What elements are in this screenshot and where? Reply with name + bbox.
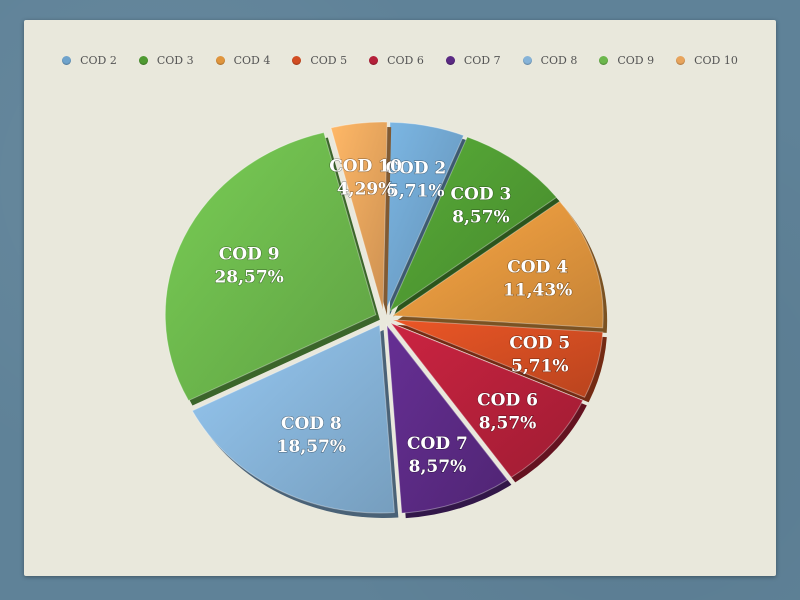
- slice-percent: 11,43%: [503, 280, 572, 300]
- slice-label: COD 2 5,71%: [385, 158, 447, 202]
- pie-slice: [388, 136, 558, 314]
- legend-item: COD 4: [215, 53, 271, 67]
- pie-slice: [164, 131, 377, 402]
- slice-percent: 4,29%: [337, 180, 395, 200]
- legend-swatch: [445, 55, 455, 65]
- slice-label: COD 9 28,57%: [214, 244, 285, 288]
- slice-name: COD 10: [329, 157, 402, 177]
- slice-name: COD 9: [219, 245, 280, 265]
- legend-item: COD 10: [676, 54, 738, 67]
- slice-label: COD 6 8,57%: [477, 390, 539, 434]
- legend-swatch: [215, 55, 225, 65]
- slide-panel: COD 2 COD 3 COD 4 COD 5 COD 6 COD 7 COD 8 COD 9…: [24, 20, 776, 576]
- legend-item: COD 5: [292, 54, 347, 67]
- legend-label: COD 7: [463, 53, 501, 67]
- pie-chart: COD 2 5,71% COD 3 8,57% COD 4 11,43% COD 5 5,71…: [164, 121, 608, 519]
- slice-percent: 8,57%: [452, 208, 510, 228]
- legend-item: COD 6: [369, 54, 424, 67]
- legend-swatch: [599, 55, 609, 65]
- slice-label: COD 3 8,57%: [450, 184, 512, 228]
- slice-name: COD 5: [509, 334, 570, 354]
- slice-name: COD 4: [507, 257, 568, 277]
- slice-name: COD 3: [451, 185, 512, 205]
- legend-swatch: [138, 55, 148, 65]
- slice-label: COD 5 5,71%: [509, 333, 571, 377]
- slice-percent: 5,71%: [511, 357, 569, 377]
- legend-item: COD 7: [445, 53, 501, 67]
- slice-percent: 28,57%: [214, 268, 283, 288]
- slice-percent: 8,57%: [479, 414, 537, 434]
- chart-legend: COD 2 COD 3 COD 4 COD 5 COD 6 COD 7 COD 8 COD 9…: [24, 48, 776, 72]
- legend-swatch: [522, 55, 532, 65]
- legend-label: COD 2: [80, 53, 117, 67]
- slice-percent: 8,57%: [409, 457, 467, 477]
- slice-percent: 5,71%: [387, 181, 445, 201]
- pie-slice: [385, 121, 465, 311]
- legend-label: COD 5: [310, 53, 348, 67]
- legend-swatch: [62, 55, 72, 65]
- slice-label: COD 4 11,43%: [502, 257, 573, 301]
- slice-label: COD 7 8,57%: [406, 434, 468, 478]
- pie-slice: [191, 324, 395, 514]
- legend-label: COD 8: [540, 53, 578, 67]
- legend-swatch: [369, 55, 379, 65]
- pie-slice: [389, 321, 584, 479]
- legend-item: COD 2: [62, 54, 117, 67]
- pie-slice: [386, 323, 509, 514]
- legend-swatch: [676, 55, 686, 65]
- slice-name: COD 7: [407, 434, 468, 454]
- legend-label: COD 4: [233, 53, 271, 67]
- legend-label: COD 3: [156, 53, 194, 67]
- slice-label: COD 10 4,29%: [329, 156, 403, 200]
- slice-name: COD 2: [385, 158, 446, 178]
- slice-name: COD 6: [477, 391, 538, 411]
- pie-slice: [391, 200, 604, 329]
- pie-slice: [392, 319, 604, 398]
- legend-label: COD 6: [387, 53, 424, 67]
- legend-item: COD 3: [138, 53, 194, 67]
- legend-item: COD 9: [599, 54, 654, 67]
- pie-slice: [330, 121, 388, 311]
- slice-name: COD 8: [281, 414, 342, 434]
- legend-item: COD 8: [522, 53, 578, 67]
- legend-swatch: [292, 55, 302, 65]
- slice-label: COD 8 18,57%: [276, 413, 347, 457]
- legend-label: COD 9: [617, 53, 655, 67]
- slice-percent: 18,57%: [277, 437, 346, 457]
- legend-label: COD 10: [694, 53, 738, 67]
